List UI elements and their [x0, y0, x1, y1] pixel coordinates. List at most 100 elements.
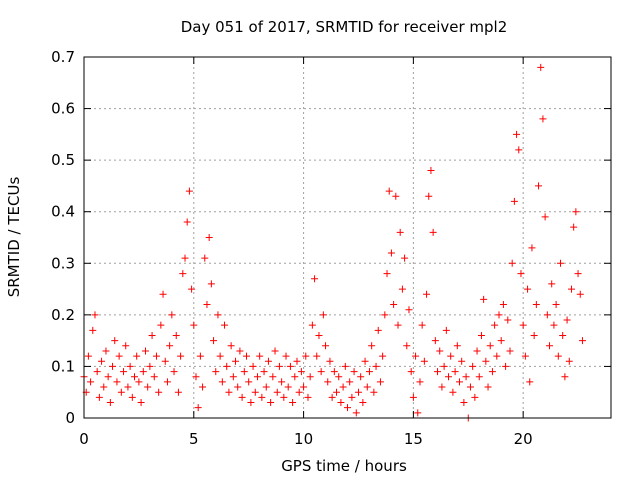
data-point	[528, 244, 536, 252]
data-point	[262, 383, 270, 391]
data-point	[304, 393, 312, 401]
data-point	[196, 352, 204, 360]
data-point	[319, 311, 327, 319]
y-tick-label: 0.6	[51, 100, 75, 118]
data-point	[278, 378, 286, 386]
data-point	[515, 146, 523, 154]
data-point	[425, 192, 433, 200]
data-point	[392, 192, 400, 200]
x-tick-label: 0	[79, 430, 89, 448]
data-point	[141, 347, 149, 355]
data-point	[199, 383, 207, 391]
data-point	[333, 388, 341, 396]
data-point	[188, 285, 196, 293]
data-point	[570, 223, 578, 231]
data-point	[326, 357, 334, 365]
data-point	[513, 130, 521, 138]
data-point	[289, 399, 297, 407]
data-point	[368, 342, 376, 350]
data-point	[174, 388, 182, 396]
data-point	[172, 331, 180, 339]
data-point	[225, 388, 233, 396]
data-point	[420, 357, 428, 365]
data-point	[144, 383, 152, 391]
data-point	[339, 383, 347, 391]
data-point	[256, 352, 264, 360]
chart-title: Day 051 of 2017, SRMTID for receiver mpl…	[181, 18, 508, 36]
data-point	[429, 228, 437, 236]
data-point	[530, 331, 538, 339]
data-point	[253, 373, 261, 381]
y-tick-label: 0.7	[51, 48, 75, 66]
data-point	[330, 368, 338, 376]
plot-area-frame	[83, 56, 612, 419]
data-point	[359, 399, 367, 407]
data-point	[469, 362, 477, 370]
data-point	[98, 357, 106, 365]
data-point	[546, 342, 554, 350]
data-point	[387, 249, 395, 257]
data-point	[449, 388, 457, 396]
data-point	[194, 404, 202, 412]
data-point	[519, 321, 527, 329]
data-point	[139, 368, 147, 376]
data-point	[109, 362, 117, 370]
data-point	[526, 378, 534, 386]
data-point	[405, 306, 413, 314]
data-point	[113, 378, 121, 386]
data-point	[295, 388, 303, 396]
data-point	[493, 352, 501, 360]
data-point	[414, 409, 422, 417]
data-point	[135, 378, 143, 386]
data-point	[471, 393, 479, 401]
data-point	[238, 393, 246, 401]
data-point	[447, 352, 455, 360]
data-point	[106, 399, 114, 407]
data-point	[436, 347, 444, 355]
data-point	[480, 295, 488, 303]
y-tick-label: 0.2	[51, 306, 75, 324]
data-point	[159, 290, 167, 298]
data-point	[313, 352, 321, 360]
data-point	[574, 270, 582, 278]
data-point	[453, 342, 461, 350]
data-point	[554, 352, 562, 360]
data-point	[506, 347, 514, 355]
data-point	[177, 352, 185, 360]
data-point	[445, 373, 453, 381]
data-point	[124, 383, 132, 391]
data-point	[357, 373, 365, 381]
data-point	[460, 399, 468, 407]
data-point	[561, 373, 569, 381]
data-point	[363, 383, 371, 391]
data-point	[328, 393, 336, 401]
data-point	[207, 280, 215, 288]
data-point	[203, 301, 211, 309]
data-point	[502, 362, 510, 370]
data-point	[102, 347, 110, 355]
data-point	[341, 362, 349, 370]
data-point	[548, 280, 556, 288]
data-point	[361, 357, 369, 365]
data-point	[218, 378, 226, 386]
y-tick-label: 0.3	[51, 254, 75, 272]
data-point	[311, 275, 319, 283]
data-point	[550, 321, 558, 329]
data-point	[100, 383, 108, 391]
data-point	[473, 347, 481, 355]
data-point	[183, 218, 191, 226]
data-point	[240, 368, 248, 376]
data-point	[412, 352, 420, 360]
data-point	[376, 378, 384, 386]
data-point	[322, 342, 330, 350]
data-point	[559, 331, 567, 339]
data-point	[499, 301, 507, 309]
data-point	[458, 357, 466, 365]
data-point	[210, 337, 218, 345]
data-point	[163, 378, 171, 386]
data-point	[282, 352, 290, 360]
data-point	[214, 311, 222, 319]
data-point	[216, 352, 224, 360]
data-point	[212, 368, 220, 376]
data-point	[385, 187, 393, 195]
